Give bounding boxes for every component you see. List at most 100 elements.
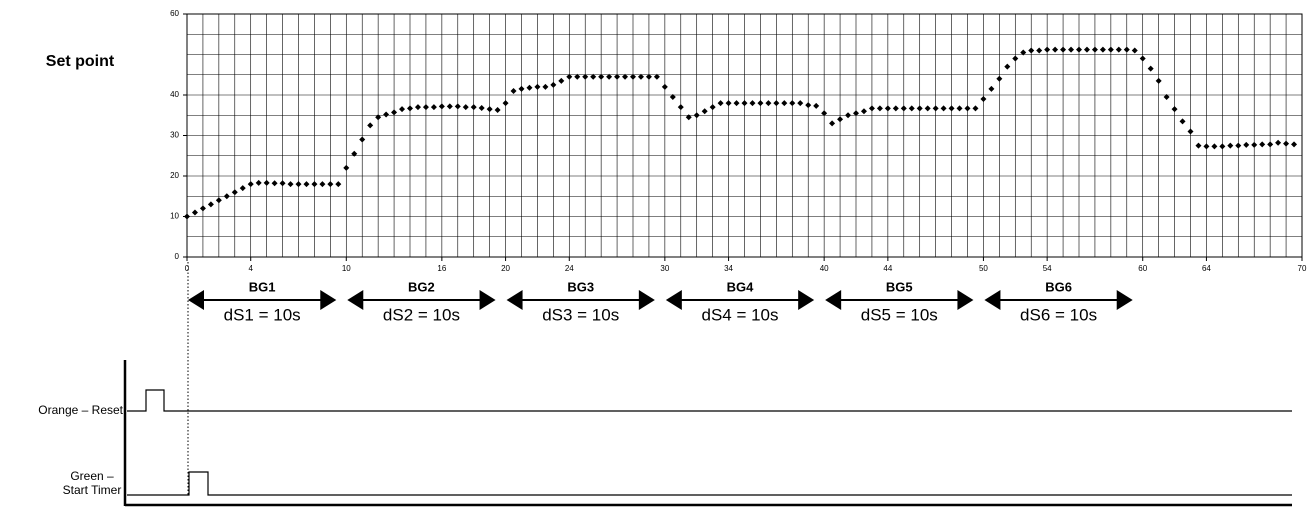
data-point xyxy=(988,85,995,92)
data-point xyxy=(1020,49,1027,56)
reset-signal xyxy=(127,389,1292,412)
data-point xyxy=(1052,46,1059,53)
data-point xyxy=(908,105,915,112)
data-point xyxy=(996,75,1003,82)
data-point xyxy=(1187,128,1194,135)
data-point xyxy=(1171,106,1178,113)
data-point xyxy=(239,185,246,192)
data-point xyxy=(614,73,621,80)
data-point xyxy=(287,181,294,188)
data-point xyxy=(478,104,485,111)
data-point xyxy=(781,100,788,107)
x-tick-label: 16 xyxy=(437,264,446,273)
data-point xyxy=(582,73,589,80)
x-tick-label: 24 xyxy=(565,264,574,273)
data-point xyxy=(940,105,947,112)
arrow-head xyxy=(638,290,655,310)
segment-name: BG5 xyxy=(886,279,913,294)
data-point xyxy=(422,104,429,111)
y-tick-label: 30 xyxy=(170,131,179,140)
data-point xyxy=(1155,77,1162,84)
data-point xyxy=(303,181,310,188)
data-point xyxy=(311,181,318,188)
data-point xyxy=(693,112,700,119)
data-point xyxy=(709,104,716,111)
x-tick-label: 64 xyxy=(1202,264,1211,273)
data-point xyxy=(1083,46,1090,53)
data-point xyxy=(837,116,844,123)
segment-name: BG2 xyxy=(408,279,435,294)
segment-label: dS1 = 10s xyxy=(224,305,301,324)
x-tick-label: 54 xyxy=(1043,264,1052,273)
data-point xyxy=(1219,143,1226,150)
data-point xyxy=(956,105,963,112)
arrow-head xyxy=(479,290,496,310)
data-point xyxy=(534,83,541,90)
data-point xyxy=(1147,65,1154,72)
data-point xyxy=(375,114,382,121)
data-point xyxy=(383,111,390,118)
data-point xyxy=(1131,47,1138,54)
x-tick-label: 44 xyxy=(883,264,892,273)
x-tick-label: 0 xyxy=(185,264,190,273)
data-point xyxy=(876,105,883,112)
data-point xyxy=(1235,142,1242,149)
data-point xyxy=(884,105,891,112)
data-point xyxy=(566,73,573,80)
arrow-head xyxy=(320,290,337,310)
signal-label: Orange – Reset xyxy=(38,403,123,417)
data-point xyxy=(1259,141,1266,148)
data-point xyxy=(964,105,971,112)
data-point xyxy=(319,181,326,188)
data-point xyxy=(446,103,453,110)
data-point xyxy=(853,110,859,117)
data-point xyxy=(669,94,676,101)
data-point xyxy=(1036,47,1043,54)
data-point xyxy=(454,103,461,110)
data-point xyxy=(797,100,804,107)
data-point xyxy=(637,73,644,80)
data-point xyxy=(813,102,820,109)
segment-label: dS5 = 10s xyxy=(861,305,938,324)
segment-label: dS4 = 10s xyxy=(701,305,778,324)
y-axis-label: Set point xyxy=(46,53,115,70)
data-point xyxy=(741,100,748,107)
data-point xyxy=(191,209,198,216)
data-point xyxy=(645,73,652,80)
data-point xyxy=(606,73,613,80)
data-point xyxy=(1211,143,1218,150)
signal-label: Green – xyxy=(70,469,114,483)
data-point xyxy=(860,108,867,115)
data-point xyxy=(271,180,278,187)
x-tick-label: 50 xyxy=(979,264,988,273)
y-tick-label: 60 xyxy=(170,9,179,18)
data-point xyxy=(430,104,437,111)
data-point xyxy=(1028,47,1035,54)
data-point xyxy=(510,87,517,94)
segment-label: dS2 = 10s xyxy=(383,305,460,324)
data-point xyxy=(653,73,660,80)
data-point xyxy=(542,83,549,90)
data-point xyxy=(916,105,923,112)
data-point xyxy=(845,112,852,119)
data-point xyxy=(1163,94,1170,101)
data-point xyxy=(518,85,525,92)
data-point xyxy=(932,105,939,112)
data-point xyxy=(359,136,366,143)
arrow-head xyxy=(957,290,974,310)
data-point xyxy=(590,73,597,80)
data-point xyxy=(407,105,413,112)
arrow-head xyxy=(665,290,682,310)
data-point xyxy=(391,109,398,116)
data-point xyxy=(701,108,708,115)
arrow-head xyxy=(825,290,842,310)
data-point xyxy=(1068,46,1075,53)
data-point xyxy=(1044,46,1051,53)
x-tick-label: 30 xyxy=(660,264,669,273)
data-point xyxy=(335,181,342,188)
arrow-head xyxy=(506,290,523,310)
x-tick-label: 10 xyxy=(342,264,351,273)
segment-label: dS6 = 10s xyxy=(1020,305,1097,324)
data-point xyxy=(868,105,875,112)
